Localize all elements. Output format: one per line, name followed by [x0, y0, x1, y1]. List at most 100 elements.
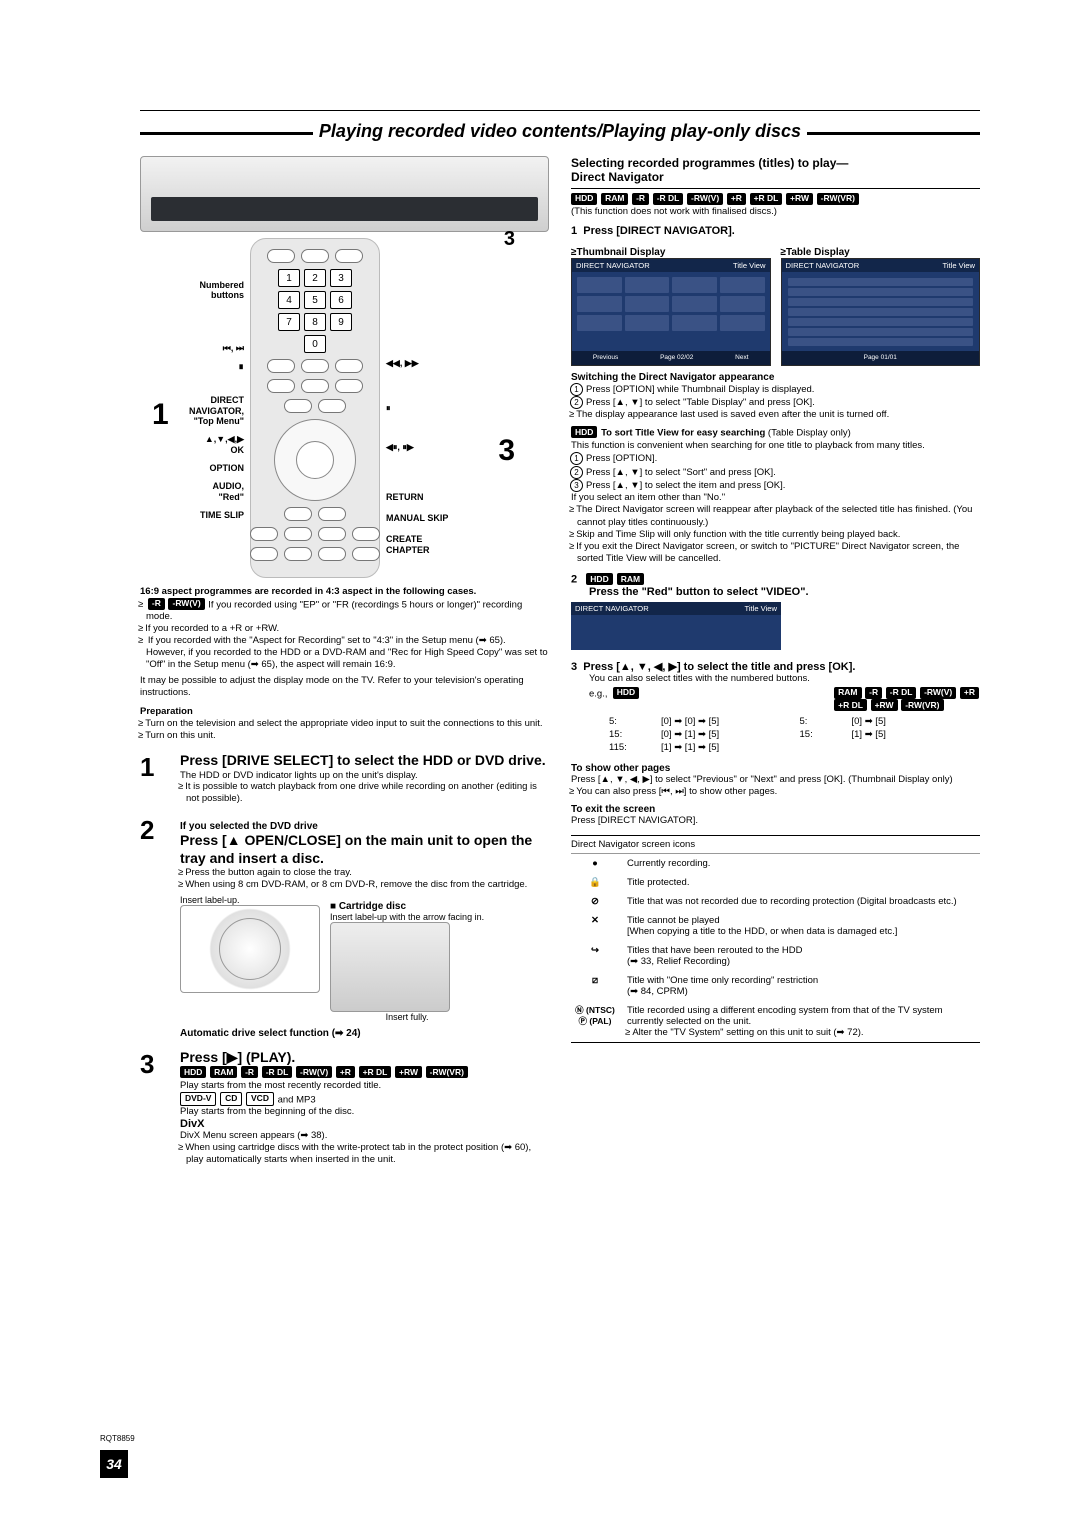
mp-t1: DIRECT NAVIGATOR [575, 604, 649, 613]
table-display-head: ≥Table Display [781, 247, 981, 258]
step-3-title: Press [▶] (PLAY). [180, 1049, 549, 1067]
step-3-num: 3 [140, 1049, 166, 1166]
aspect-note-3b-text: However, if you recorded to the HDD or a… [146, 647, 548, 670]
cartridge-p: Insert label-up with the arrow facing in… [330, 912, 484, 922]
section-title: Selecting recorded programmes (titles) t… [571, 156, 980, 189]
eg-b-prw: +RW [871, 699, 898, 711]
badge-r: -R [148, 598, 165, 610]
step-3-l3: Play starts from the beginning of the di… [180, 1106, 549, 1118]
cartridge-illustration [330, 922, 450, 1012]
remote-labels-left: Numbered buttons ⏮, ⏭ ∎ DIRECT NAVIGATOR… [140, 238, 244, 528]
step-3: 3 Press [▶] (PLAY). HDD RAM -R -R DL -RW… [140, 1049, 549, 1166]
eg-label: e.g., [589, 688, 608, 699]
sort-2: Press [▲, ▼] to select "Sort" and press … [585, 466, 980, 479]
icon-row-6: ⧄Title with "One time only recording" re… [571, 971, 980, 1001]
switch-head: Switching the Direct Navigator appearanc… [571, 372, 980, 383]
step-1-p1: The HDD or DVD indicator lights up on th… [180, 770, 549, 782]
lbl-manual: MANUAL SKIP [386, 513, 470, 524]
r-badge-r: -R [632, 193, 649, 205]
rstep-3-title: Press [▲, ▼, ◀, ▶] to select the title a… [583, 661, 855, 673]
step-3-l1: Play starts from the most recently recor… [180, 1080, 549, 1092]
step-1: 1 Press [DRIVE SELECT] to select the HDD… [140, 752, 549, 805]
cartridge-head: ■ Cartridge disc [330, 901, 484, 912]
record-icon: ● [592, 858, 598, 869]
icon-row-7: Ⓝ (NTSC) Ⓟ (PAL) Title recorded using a … [571, 1001, 980, 1042]
reroute-icon: ↪ [591, 945, 599, 956]
ic3-text: Title that was not recorded due to recor… [627, 896, 957, 907]
tp-t1b: DIRECT NAVIGATOR [786, 261, 860, 270]
aspect-note-3: If you recorded with the "Aspect for Rec… [146, 635, 549, 671]
table-preview: DIRECT NAVIGATORTitle View Page 01/01 [781, 258, 981, 366]
rstep-1: 1 Press [DIRECT NAVIGATOR]. [571, 225, 980, 237]
icons-table: Direct Navigator screen icons ●Currently… [571, 835, 980, 1043]
tp-t2b: Title View [943, 261, 976, 270]
two-column-body: 2 3 1 3 Numbered buttons ⏮, ⏭ ∎ DIRECT N… [140, 156, 980, 1166]
remote-labels-right: ◀◀, ▶▶ ⏸ ◀⏸, ⏸▶ RETURN MANUAL SKIP CREAT… [386, 238, 470, 566]
step-1-title: Press [DRIVE SELECT] to select the HDD o… [180, 752, 549, 770]
switch-steps: Press [OPTION] while Thumbnail Display i… [571, 383, 980, 410]
exit-head: To exit the screen [571, 804, 980, 815]
onetime-icon: ⧄ [592, 975, 598, 986]
prep-1: Turn on the television and select the ap… [146, 718, 549, 730]
icon-row-2: 🔒Title protected. [571, 873, 980, 892]
badge-hdd: HDD [180, 1066, 206, 1078]
step-2-num: 2 [140, 815, 166, 1039]
remote-area: 1 3 Numbered buttons ⏮, ⏭ ∎ DIRECT NAVIG… [140, 238, 549, 578]
prep-title: Preparation [140, 706, 193, 717]
aspect-note-1: -R -RW(V) If you recorded using "EP" or … [146, 598, 549, 623]
rule-top [140, 110, 980, 111]
lbl-pause: ⏸ [386, 403, 470, 414]
device-illustration [140, 156, 549, 232]
badge-vcd: VCD [246, 1092, 274, 1106]
thumbnail-preview: DIRECT NAVIGATORTitle View PreviousPage … [571, 258, 771, 366]
eg-2b: [0] ➡ [1] ➡ [5] [661, 729, 790, 740]
eg-3b: [1] ➡ [1] ➡ [5] [661, 742, 790, 753]
aspect-note-head: 16:9 aspect programmes are recorded in 4… [140, 586, 476, 597]
sort-b1: The Direct Navigator screen will reappea… [577, 504, 980, 528]
r2-badge-ram: RAM [617, 573, 644, 585]
badge-ram: RAM [210, 1066, 237, 1078]
icon-row-1: ● Currently recording. [571, 854, 980, 873]
r-badge-prw: +RW [786, 193, 813, 205]
other-p1: Press [▲, ▼, ◀, ▶] to select "Previous" … [571, 774, 980, 786]
eg-1d: [0] ➡ [5] [852, 716, 981, 727]
disc-illustration [180, 905, 320, 993]
switch-2: Press [▲, ▼] to select "Table Display" a… [585, 396, 980, 409]
pal-icon: Ⓟ [579, 1016, 588, 1027]
eg-1b: [0] ➡ [0] ➡ [5] [661, 716, 790, 727]
page-title: Playing recorded video contents/Playing … [313, 121, 807, 142]
lbl-slow: ◀⏸, ⏸▶ [386, 442, 470, 453]
icon-row-3: ⊘Title that was not recorded due to reco… [571, 892, 980, 911]
badge-rdl: -R DL [262, 1066, 293, 1078]
sort-badge-hdd: HDD [571, 426, 597, 438]
other-p2: You can also press [⏮, ⏭] to show other … [577, 786, 980, 798]
lbl-create: CREATE CHAPTER [386, 534, 470, 556]
preparation: Preparation Turn on the television and s… [140, 706, 549, 742]
cartridge-b: Insert fully. [330, 1012, 484, 1022]
step-3-tail: When using cartridge discs with the writ… [186, 1142, 549, 1166]
icon-row-5: ↪Titles that have been rerouted to the H… [571, 941, 980, 971]
eg-block: e.g., HDD RAM -R -R DL -RW(V) +R +R DL +… [589, 687, 980, 753]
ic1-text: Currently recording. [627, 858, 710, 869]
rstep-2-title: Press the "Red" button to select "VIDEO"… [589, 586, 809, 598]
aspect-note-2: If you recorded to a +R or +RW. [146, 623, 549, 635]
eg-1c: 5: [800, 716, 842, 727]
divx-p: DivX Menu screen appears (➡ 38). [180, 1130, 549, 1142]
lbl-audio: AUDIO, "Red" [140, 481, 244, 502]
thumbnail-display-head: ≥Thumbnail Display [571, 247, 771, 258]
ntsc-label: (NTSC) [586, 1005, 615, 1016]
divx-head: DivX [180, 1118, 204, 1130]
eg-b-rwvr: -RW(VR) [901, 699, 943, 711]
eg-badge-hdd: HDD [613, 687, 639, 699]
sort-1: Press [OPTION]. [585, 452, 980, 465]
r-badge-rdl: -R DL [653, 193, 684, 205]
badge-rwvr: -RW(VR) [426, 1066, 468, 1078]
rstep-2: 2 HDD RAM Press the "Red" button to sele… [571, 573, 980, 598]
step-3-l2-text: and MP3 [278, 1094, 316, 1105]
step-3-badges-1: HDD RAM -R -R DL -RW(V) +R +R DL +RW -RW… [180, 1066, 549, 1079]
remote-illustration: 123 456 789 0 [250, 238, 380, 578]
sort-head: To sort Title View for easy searching [601, 428, 765, 439]
right-column: Selecting recorded programmes (titles) t… [571, 156, 980, 1166]
r-badge-rwv: -RW(V) [687, 193, 723, 205]
step-2-title: Press [▲ OPEN/CLOSE] on the main unit to… [180, 832, 549, 867]
